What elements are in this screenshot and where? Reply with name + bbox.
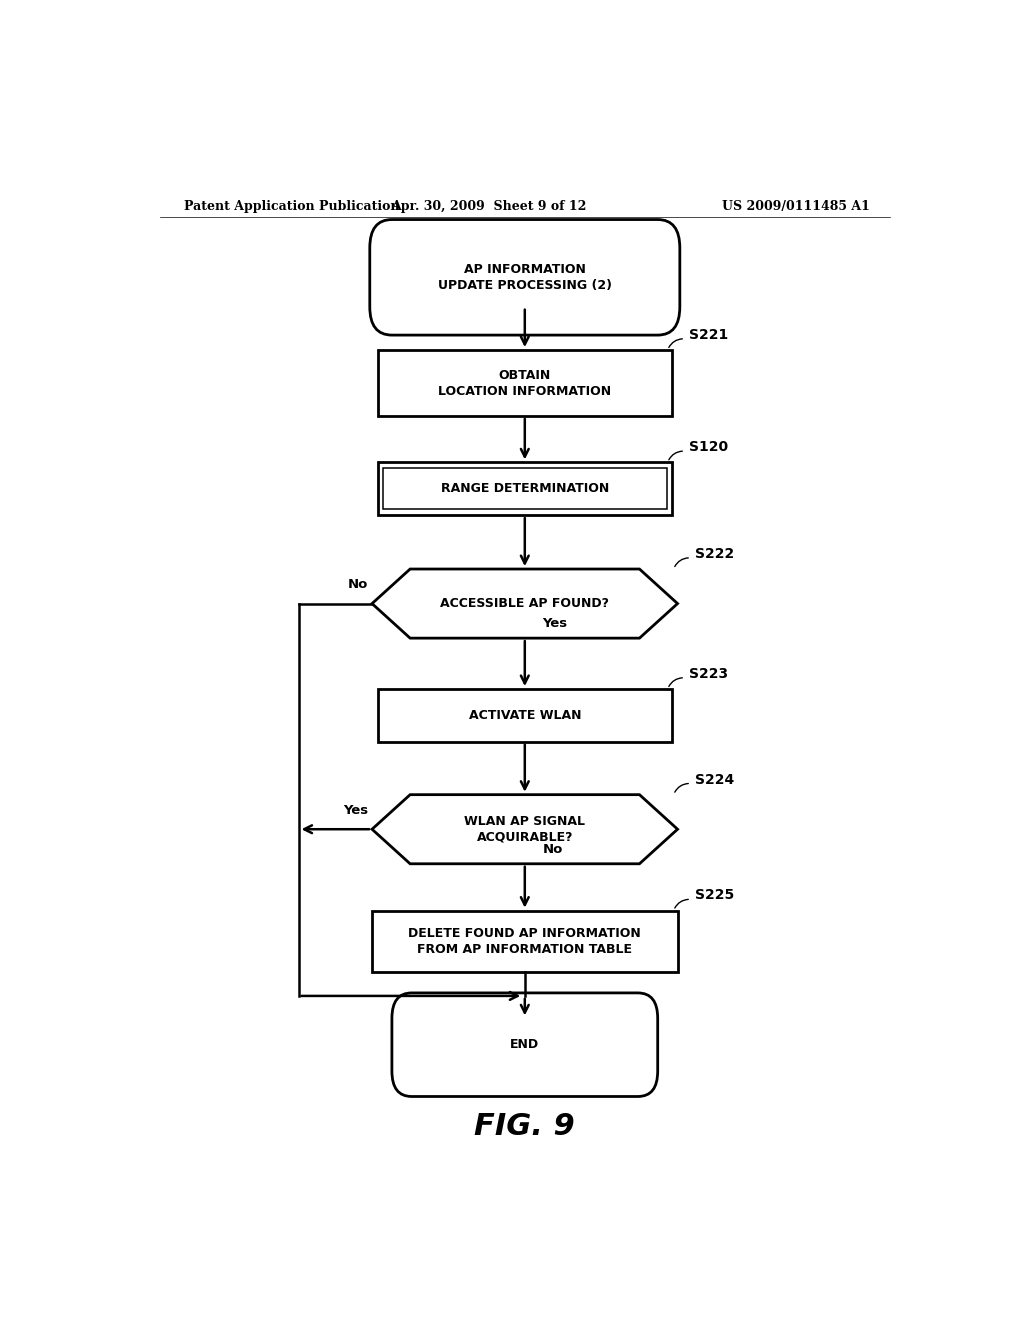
FancyBboxPatch shape [370,219,680,335]
FancyArrowPatch shape [675,784,688,792]
Text: DELETE FOUND AP INFORMATION
FROM AP INFORMATION TABLE: DELETE FOUND AP INFORMATION FROM AP INFO… [409,927,641,956]
Text: S223: S223 [689,667,728,681]
Text: OBTAIN
LOCATION INFORMATION: OBTAIN LOCATION INFORMATION [438,368,611,397]
Text: S224: S224 [695,772,734,787]
FancyArrowPatch shape [675,558,688,566]
Text: S221: S221 [689,327,728,342]
Text: RANGE DETERMINATION: RANGE DETERMINATION [440,482,609,495]
Text: FIG. 9: FIG. 9 [474,1111,575,1140]
Text: ACTIVATE WLAN: ACTIVATE WLAN [469,709,581,722]
Text: No: No [348,578,368,591]
Text: Patent Application Publication: Patent Application Publication [183,199,399,213]
Text: WLAN AP SIGNAL
ACQUIRABLE?: WLAN AP SIGNAL ACQUIRABLE? [464,814,586,843]
Text: S225: S225 [695,888,734,903]
Bar [378,689,672,742]
Text: S120: S120 [689,440,728,454]
Polygon shape [372,569,678,638]
Text: Apr. 30, 2009  Sheet 9 of 12: Apr. 30, 2009 Sheet 9 of 12 [391,199,587,213]
FancyArrowPatch shape [669,678,682,686]
Text: AP INFORMATION
UPDATE PROCESSING (2): AP INFORMATION UPDATE PROCESSING (2) [438,263,611,292]
FancyArrowPatch shape [675,899,688,908]
Text: ACCESSIBLE AP FOUND?: ACCESSIBLE AP FOUND? [440,597,609,610]
Bar [378,462,672,515]
Bar [383,469,667,510]
FancyArrowPatch shape [669,451,682,459]
Bar [378,350,672,416]
Text: S222: S222 [695,546,734,561]
Text: Yes: Yes [343,804,368,817]
FancyArrowPatch shape [669,339,682,347]
Text: No: No [543,843,562,857]
Text: US 2009/0111485 A1: US 2009/0111485 A1 [722,199,870,213]
Bar [372,911,678,972]
FancyBboxPatch shape [392,993,657,1097]
Text: END: END [510,1039,540,1051]
Polygon shape [372,795,678,863]
Text: Yes: Yes [543,618,567,631]
